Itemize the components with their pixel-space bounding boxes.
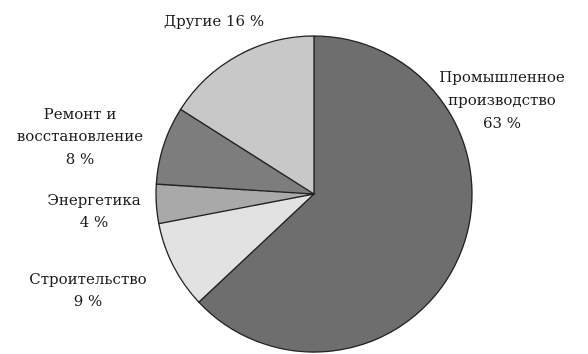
label-construction-line1: Строительство [29, 270, 146, 288]
label-industrial-line2: производство [448, 91, 556, 109]
pie-slices [155, 35, 473, 353]
label-repair-value: 8 % [66, 150, 95, 168]
label-construction-value: 9 % [74, 292, 103, 310]
pie-slice-industrial [197, 35, 473, 353]
pie-labels: Промышленное производство 63 % Строитель… [17, 12, 565, 310]
label-repair-line1: Ремонт и [44, 105, 117, 123]
label-industrial-line1: Промышленное [439, 68, 565, 86]
pie-slice-construction [158, 192, 317, 304]
label-other: Другие 16 % [164, 12, 264, 30]
label-energy-line1: Энергетика [47, 191, 140, 209]
label-industrial-value: 63 % [483, 114, 521, 132]
label-energy-value: 4 % [80, 213, 109, 231]
label-repair-line2: восстановление [17, 127, 143, 145]
pie-slice-other [179, 35, 315, 196]
